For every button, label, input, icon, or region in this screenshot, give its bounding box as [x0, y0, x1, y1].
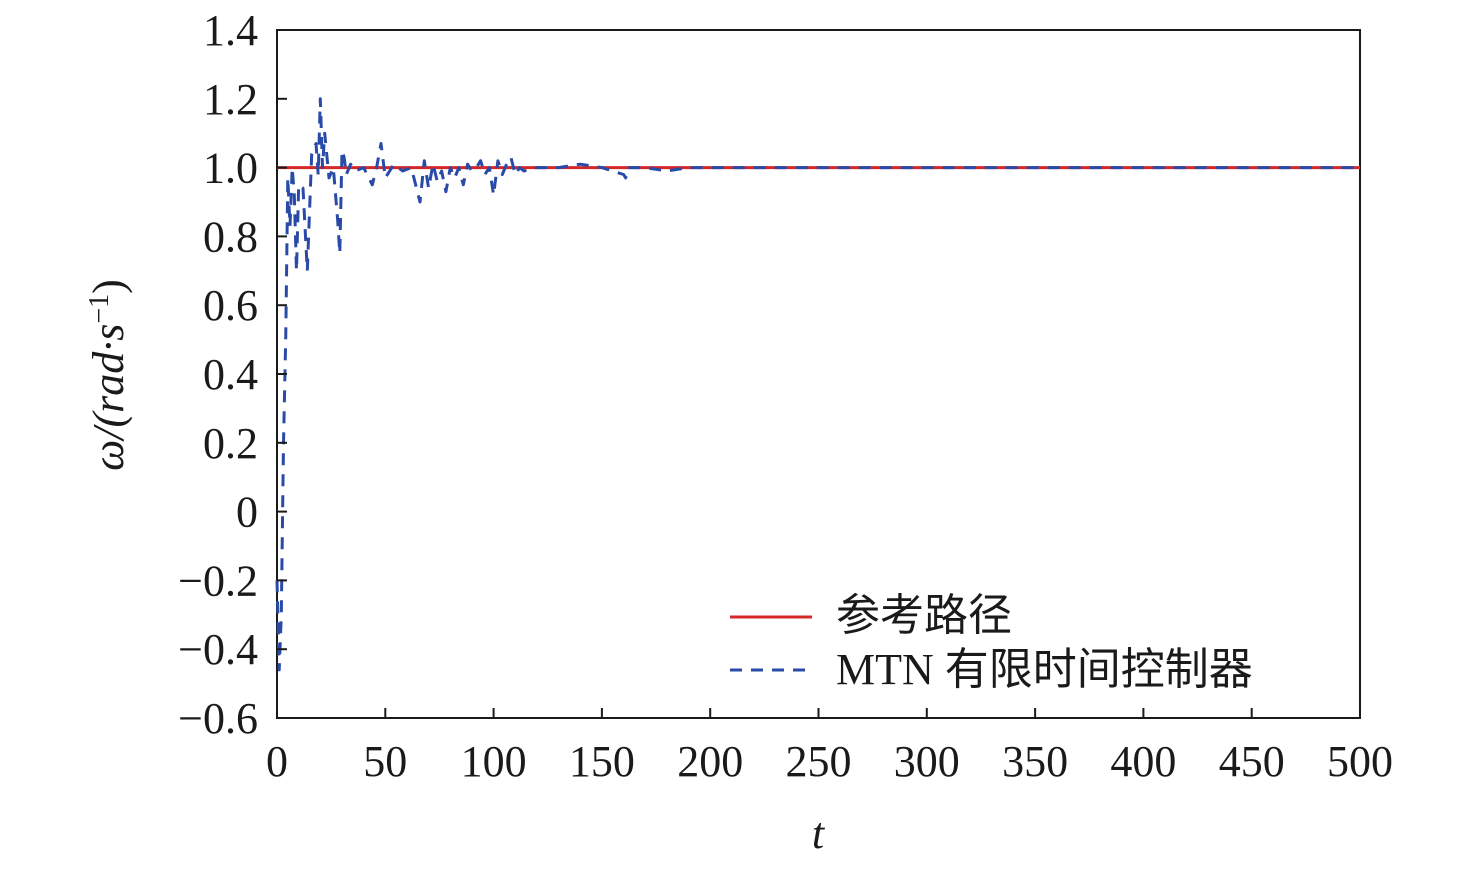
x-tick-label: 200 — [677, 737, 743, 786]
x-tick-label: 300 — [894, 737, 960, 786]
x-tick-label: 100 — [461, 737, 527, 786]
x-axis-ticks: 0 50 100 150 200 250 300 350 400 450 500 — [266, 708, 1393, 786]
x-axis-title: t — [812, 809, 826, 858]
x-tick-label: 250 — [786, 737, 852, 786]
y-tick-label: 0.8 — [203, 212, 258, 261]
y-tick-label: 1.2 — [203, 75, 258, 124]
x-tick-label: 50 — [363, 737, 407, 786]
series-layer — [275, 97, 1360, 672]
y-tick-label: 1.4 — [203, 6, 258, 55]
x-tick-label: 450 — [1219, 737, 1285, 786]
y-tick-label: 1.0 — [203, 144, 258, 193]
legend-label-mtn-controller: MTN 有限时间控制器 — [836, 645, 1253, 694]
legend-label-reference: 参考路径 — [836, 591, 1012, 640]
x-tick-label: 0 — [266, 737, 288, 786]
y-tick-label: 0.6 — [203, 281, 258, 330]
y-tick-label: −0.6 — [178, 694, 258, 743]
x-tick-label: 150 — [569, 737, 635, 786]
y-axis-ticks: −0.6 −0.4 −0.2 0 0.2 0.4 0.6 0.8 1.0 1.2 1.4 — [178, 6, 287, 743]
y-tick-label: 0 — [236, 488, 258, 537]
plot-frame — [276, 29, 1361, 719]
y-axis-title-close: ) — [84, 279, 133, 294]
y-tick-label: 0.4 — [203, 350, 258, 399]
legend: 参考路径 MTN 有限时间控制器 — [730, 591, 1253, 694]
y-tick-label: −0.2 — [178, 556, 258, 605]
y-tick-label: −0.4 — [178, 625, 258, 674]
plot-border — [276, 29, 1361, 719]
y-axis-title-sup: −1 — [84, 294, 115, 324]
x-tick-label: 350 — [1002, 737, 1068, 786]
y-axis-title: ω/(rad·s−1) — [84, 279, 134, 471]
y-axis-title-main: ω/(rad·s — [84, 324, 133, 471]
mtn-controller-line — [275, 97, 1360, 672]
x-tick-label: 400 — [1110, 737, 1176, 786]
x-tick-label: 500 — [1327, 737, 1393, 786]
y-tick-label: 0.2 — [203, 419, 258, 468]
